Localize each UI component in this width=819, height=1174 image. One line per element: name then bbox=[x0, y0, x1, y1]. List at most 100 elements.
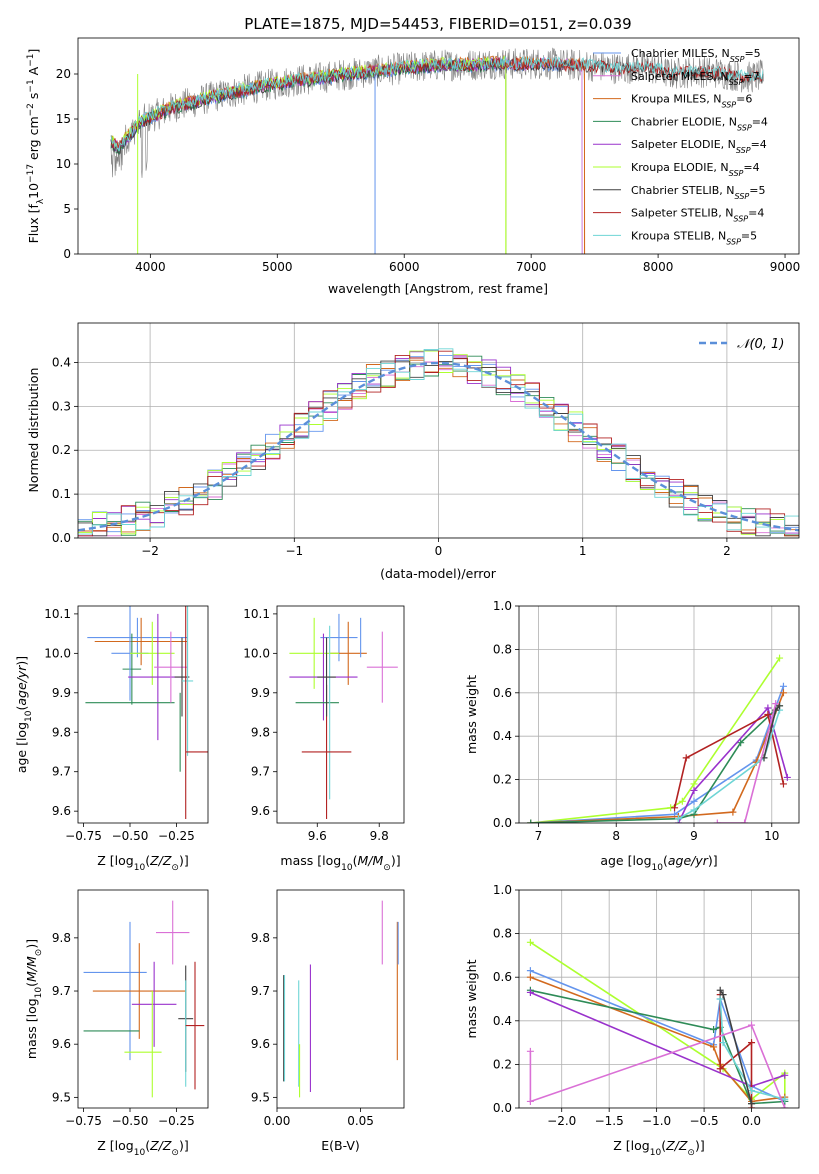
y-tick-label: 0.0 bbox=[52, 531, 71, 545]
age-vs-metallicity-panel: −0.75 −0.50 −0.25 9.6 9.7 9.8 9.9 10.0 10.1 Z [lo… bbox=[14, 605, 209, 873]
x-tick-label: 0 bbox=[435, 544, 443, 558]
label-part: age [log bbox=[600, 853, 651, 868]
label-part: Z/Z bbox=[149, 853, 172, 868]
x-tick-label: −0.5 bbox=[690, 1114, 719, 1128]
y-axis-label: Flux [fλ10−17 erg cm−2 s−1 A−1] bbox=[26, 49, 46, 244]
data-layer bbox=[78, 323, 799, 538]
legend-text: Chabrier ELODIE, N bbox=[631, 115, 737, 128]
legend-count: =6 bbox=[736, 93, 752, 106]
legend-entry: Salpeter ELODIE, NSSP=4 bbox=[631, 138, 767, 155]
y-tick-label: 0.4 bbox=[493, 729, 512, 743]
label-part: ⊙ bbox=[171, 1148, 179, 1158]
massweight-vs-metallicity-panel: −2.0 −1.5 −1.0 −0.5 0.0 0.0 0.2 0.4 0.6 0.8 1.0 Z [… bbox=[464, 883, 800, 1158]
x-axis-label: mass [log10(M/M⊙)] bbox=[280, 853, 400, 873]
data-marker bbox=[716, 1065, 724, 1073]
data-marker bbox=[690, 786, 698, 794]
label-part: 10 bbox=[34, 987, 44, 999]
data-marker bbox=[527, 819, 535, 823]
data-marker bbox=[690, 806, 698, 814]
axes-border bbox=[518, 889, 800, 1109]
y-tick-label: 0.1 bbox=[52, 487, 71, 501]
x-axis-label: Z [log10(Z/Z⊙)] bbox=[613, 1138, 704, 1158]
residual-histogram-step bbox=[78, 350, 799, 537]
label-part: mass [log bbox=[24, 998, 39, 1059]
data-layer bbox=[289, 613, 398, 820]
axes-frame: −0.75 −0.50 −0.259.59.69.79.8Z [log10(Z/Z⊙… bbox=[24, 889, 209, 1158]
y-tick-label: 0.0 bbox=[493, 1101, 512, 1115]
y-axis-label: mass weight bbox=[464, 675, 479, 754]
data-marker bbox=[716, 986, 724, 994]
x-tick-label: 7000 bbox=[516, 260, 547, 274]
model-spectrum-line bbox=[110, 56, 764, 152]
age-vs-mass-panel: 9.6 9.8 9.6 9.7 9.8 9.9 10.0 10.1 mass [log10(M/… bbox=[243, 605, 405, 873]
label-part: −1 bbox=[26, 79, 36, 92]
data-layer bbox=[519, 890, 799, 1108]
data-marker bbox=[764, 711, 772, 718]
data-marker bbox=[719, 1039, 727, 1047]
residuals-histogram-panel: −2 −1 0 1 2 0.0 0.1 0.2 0.3 0.4 𝒩(0, 1) (data-model… bbox=[26, 322, 800, 581]
label-part: )] bbox=[708, 853, 718, 868]
legend-sub: SSP bbox=[726, 237, 741, 246]
x-tick-label: 6000 bbox=[389, 260, 420, 274]
data-marker bbox=[690, 797, 698, 805]
legend-entry: Chabrier MILES, NSSP=5 bbox=[631, 47, 761, 64]
legend-text: Salpeter STELIB, N bbox=[631, 207, 733, 220]
legend-sub: SSP bbox=[721, 100, 736, 109]
data-layer bbox=[283, 900, 399, 1098]
x-axis-label: wavelength [Angstrom, rest frame] bbox=[328, 281, 548, 296]
x-tick-label: 0.00 bbox=[264, 1114, 291, 1128]
legend-entry: Kroupa STELIB, NSSP=5 bbox=[631, 229, 757, 246]
label-part: )] bbox=[14, 656, 29, 666]
legend-count: =5 bbox=[744, 47, 760, 60]
y-tick-label: 9.6 bbox=[251, 804, 270, 818]
data-marker bbox=[779, 780, 787, 788]
x-tick-label: 9000 bbox=[770, 260, 801, 274]
data-marker bbox=[748, 1087, 756, 1095]
x-tick-label: 4000 bbox=[135, 260, 166, 274]
plot-area bbox=[277, 606, 404, 823]
y-axis-label: mass [log10(M/M⊙)] bbox=[24, 939, 44, 1059]
y-tick-label: 1.0 bbox=[493, 883, 512, 897]
data-marker bbox=[741, 819, 749, 823]
axes-frame: 4000 5000 6000 7000 8000 9000 0 5 10 15 20 Chabrier… bbox=[26, 37, 801, 296]
y-tick-label: 10.0 bbox=[44, 646, 71, 660]
legend-text: Salpeter ELODIE, N bbox=[631, 138, 736, 151]
data-marker bbox=[764, 704, 772, 712]
label-part: 10 bbox=[341, 863, 353, 873]
y-tick-label: 9.7 bbox=[251, 765, 270, 779]
x-tick-label: 7 bbox=[535, 829, 543, 843]
data-layer bbox=[110, 47, 764, 254]
y-tick-label: 0.2 bbox=[493, 1057, 512, 1071]
x-tick-label: −0.50 bbox=[112, 829, 149, 843]
label-part: mass weight bbox=[464, 675, 479, 754]
y-axis-label: age [log10(age/yr)] bbox=[14, 656, 34, 773]
x-tick-label: 10 bbox=[764, 829, 779, 843]
y-tick-label: 9.5 bbox=[52, 1090, 71, 1104]
data-marker bbox=[678, 797, 686, 805]
x-tick-label: 5000 bbox=[262, 260, 293, 274]
y-tick-label: 0.6 bbox=[493, 970, 512, 984]
legend-count: =7 bbox=[743, 70, 759, 83]
label-part: age [log bbox=[14, 722, 29, 773]
mass-vs-metallicity-panel: −0.75 −0.50 −0.259.59.69.79.8Z [log10(Z/Z⊙… bbox=[24, 889, 209, 1158]
normal-distribution-curve bbox=[78, 361, 799, 532]
label-part: wavelength [Angstrom, rest frame] bbox=[328, 281, 548, 296]
label-part: Normed distribution bbox=[26, 368, 41, 493]
mass-weight-line bbox=[719, 994, 753, 1108]
data-marker bbox=[776, 702, 784, 710]
y-tick-label: 5 bbox=[63, 202, 71, 216]
mass-weight-line bbox=[529, 1024, 786, 1108]
data-marker bbox=[710, 1043, 718, 1051]
label-part: Z [log bbox=[613, 1138, 649, 1153]
axes-border bbox=[276, 889, 405, 1109]
data-marker bbox=[526, 988, 534, 996]
y-tick-label: 10.1 bbox=[44, 607, 71, 621]
plot-area bbox=[78, 606, 208, 823]
y-tick-label: 0.2 bbox=[493, 773, 512, 787]
legend-sub: SSP bbox=[730, 55, 745, 64]
x-tick-label: 8 bbox=[612, 829, 620, 843]
y-tick-label: 20 bbox=[56, 67, 71, 81]
x-axis-label: age [log10(age/yr)] bbox=[600, 853, 717, 873]
legend-text: Kroupa ELODIE, N bbox=[631, 161, 729, 174]
y-tick-label: 0.8 bbox=[493, 642, 512, 656]
